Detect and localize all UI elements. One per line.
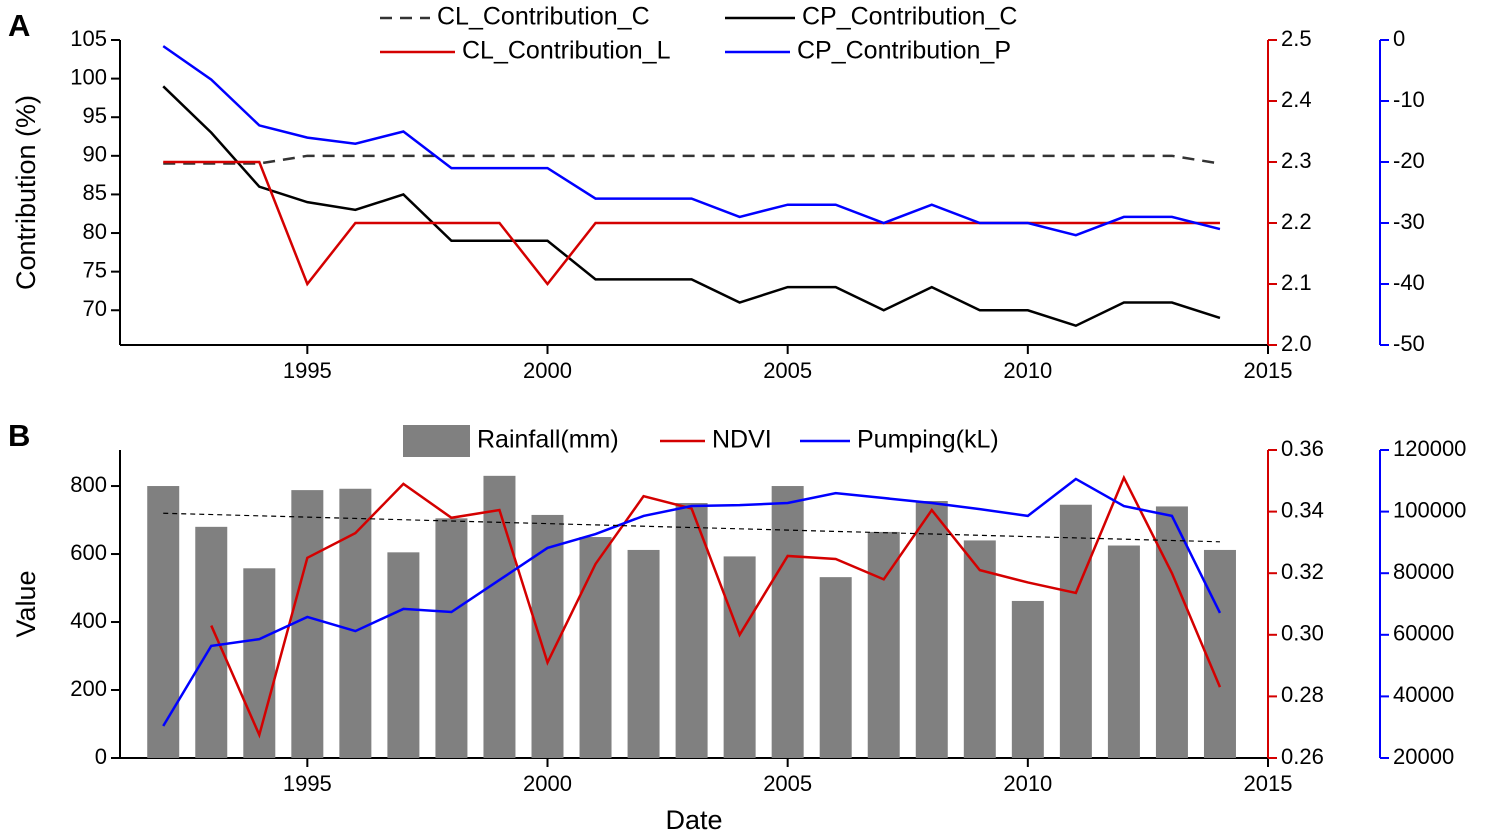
line — [163, 160, 1220, 287]
y-tick-label: 800 — [70, 472, 107, 497]
line — [210, 474, 1222, 739]
line — [162, 45, 1221, 237]
x-tick-label: 2005 — [763, 771, 812, 796]
x-tick-label: 2015 — [1244, 358, 1293, 383]
y2-tick-label: 0.36 — [1281, 436, 1324, 461]
y3-tick-label: 120000 — [1393, 436, 1466, 461]
y-axis-label: Value — [11, 570, 41, 637]
y3-tick-label: -30 — [1393, 209, 1425, 234]
y2-tick-label: 2.1 — [1281, 270, 1312, 295]
bar — [963, 540, 996, 758]
y2-tick-label: 0.26 — [1281, 744, 1324, 769]
line — [162, 85, 1221, 328]
y-axis-label: Contribution (%) — [11, 95, 41, 290]
y3-tick-label: -50 — [1393, 331, 1425, 356]
bar — [675, 503, 708, 758]
bar — [1059, 504, 1092, 758]
bar — [531, 514, 564, 758]
bar — [915, 500, 948, 758]
y3-tick-label: -20 — [1393, 148, 1425, 173]
y3-tick-label: 100000 — [1393, 497, 1466, 522]
bar — [243, 568, 276, 758]
bar — [1203, 549, 1236, 758]
y-tick-label: 95 — [83, 103, 107, 128]
y3-tick-label: 40000 — [1393, 682, 1454, 707]
y3-tick-label: 0 — [1393, 26, 1405, 51]
x-tick-label: 2010 — [1003, 358, 1052, 383]
bar — [435, 518, 468, 758]
y2-tick-label: 2.3 — [1281, 148, 1312, 173]
legend-label: NDVI — [712, 426, 772, 454]
legend-label: CP_Contribution_C — [802, 3, 1017, 31]
panel-label: B — [8, 418, 30, 453]
bar — [867, 531, 900, 758]
legend-label: CP_Contribution_P — [797, 37, 1011, 65]
x-axis-label: Date — [665, 805, 722, 835]
x-tick-label: 2010 — [1003, 771, 1052, 796]
y-tick-label: 0 — [95, 744, 107, 769]
y3-tick-label: 20000 — [1393, 744, 1454, 769]
bar — [819, 577, 852, 758]
y-tick-label: 100 — [70, 64, 107, 89]
bar — [1107, 545, 1140, 758]
y-tick-label: 105 — [70, 26, 107, 51]
bar — [579, 537, 612, 758]
bar — [771, 486, 804, 758]
y2-tick-label: 2.0 — [1281, 331, 1312, 356]
y-tick-label: 400 — [70, 608, 107, 633]
y-tick-label: 600 — [70, 540, 107, 565]
y2-tick-label: 0.32 — [1281, 559, 1324, 584]
line — [162, 477, 1222, 727]
y2-tick-label: 0.34 — [1281, 497, 1324, 522]
y2-tick-label: 2.5 — [1281, 26, 1312, 51]
y3-tick-label: 80000 — [1393, 559, 1454, 584]
y3-tick-label: 60000 — [1393, 621, 1454, 646]
legend-label: Rainfall(mm) — [477, 426, 619, 454]
bar — [627, 549, 660, 758]
y3-tick-label: -40 — [1393, 270, 1425, 295]
bar — [195, 526, 228, 758]
bar — [387, 552, 420, 758]
legend-swatch — [403, 425, 470, 457]
x-tick-label: 2015 — [1244, 771, 1293, 796]
line — [163, 154, 1221, 165]
y2-tick-label: 0.30 — [1281, 621, 1324, 646]
x-tick-label: 2000 — [523, 358, 572, 383]
y-tick-label: 80 — [83, 219, 107, 244]
legend-label: CL_Contribution_C — [437, 3, 650, 31]
bar — [723, 556, 756, 758]
x-tick-label: 2005 — [763, 358, 812, 383]
y2-tick-label: 2.2 — [1281, 209, 1312, 234]
y-tick-label: 90 — [83, 142, 107, 167]
y-tick-label: 70 — [83, 296, 107, 321]
panel-label: A — [8, 8, 30, 43]
bar — [483, 475, 516, 758]
bar — [339, 488, 372, 758]
y2-tick-label: 2.4 — [1281, 87, 1312, 112]
x-tick-label: 1995 — [283, 358, 332, 383]
y3-tick-label: -10 — [1393, 87, 1425, 112]
bar — [1011, 600, 1044, 758]
x-tick-label: 2000 — [523, 771, 572, 796]
y-tick-label: 75 — [83, 257, 107, 282]
legend-label: CL_Contribution_L — [462, 37, 671, 65]
y-tick-label: 85 — [83, 180, 107, 205]
x-tick-label: 1995 — [283, 771, 332, 796]
bar — [1155, 506, 1188, 758]
bar — [291, 490, 324, 758]
legend-label: Pumping(kL) — [857, 426, 999, 454]
y-tick-label: 200 — [70, 676, 107, 701]
bar — [147, 486, 180, 758]
y2-tick-label: 0.28 — [1281, 682, 1324, 707]
